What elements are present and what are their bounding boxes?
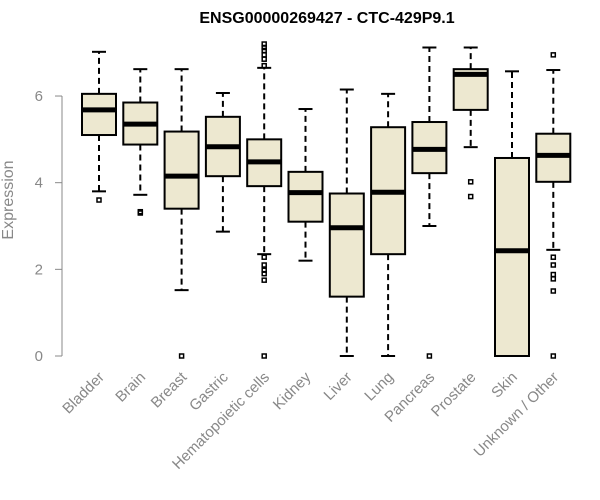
outlier-point: [261, 353, 267, 359]
box-brain: [122, 68, 159, 216]
iqr-box: [287, 170, 324, 223]
iqr-box: [494, 156, 530, 357]
outlier-point: [178, 353, 185, 359]
box-kidney: [287, 108, 324, 262]
box-hematopoietic-cells: [246, 41, 283, 359]
x-label-prostate: Prostate: [428, 369, 480, 421]
iqr-box: [163, 130, 200, 210]
box-breast: [163, 68, 200, 359]
outlier-point: [261, 277, 267, 283]
y-tick-label-4: 4: [35, 175, 43, 192]
x-label-lung: Lung: [361, 369, 397, 405]
x-label-bladder: Bladder: [59, 369, 108, 418]
x-label-breast: Breast: [148, 368, 191, 411]
iqr-box: [328, 192, 365, 298]
x-label-liver: Liver: [321, 369, 356, 404]
box-lung: [370, 92, 407, 357]
outlier-point: [550, 288, 557, 294]
box-liver: [328, 88, 365, 357]
outlier-point: [550, 254, 557, 260]
outlier-point: [261, 52, 267, 58]
y-axis-label: Expression: [0, 160, 17, 239]
iqr-box: [81, 92, 117, 137]
outlier-point: [426, 353, 433, 359]
outlier-point: [261, 56, 267, 62]
box-unknown-other: [535, 52, 572, 359]
box-prostate: [452, 46, 489, 200]
outlier-point: [550, 271, 557, 278]
outlier-point: [96, 197, 102, 203]
outlier-point: [467, 193, 474, 200]
x-label-brain: Brain: [112, 369, 149, 406]
y-tick-label-6: 6: [35, 88, 43, 105]
box-gastric: [204, 91, 241, 233]
box-skin: [494, 70, 530, 357]
outlier-point: [137, 208, 144, 215]
outlier-point: [550, 52, 557, 58]
y-axis-ticks: 0 2 4 6: [35, 88, 62, 365]
y-tick-label-0: 0: [35, 348, 43, 365]
outlier-point: [261, 254, 267, 260]
y-tick-label-2: 2: [35, 261, 43, 278]
box-bladder: [81, 50, 117, 203]
outlier-point: [550, 353, 557, 359]
chart-title: ENSG00000269427 - CTC-429P9.1: [199, 10, 454, 27]
x-label-kidney: Kidney: [270, 368, 315, 413]
outlier-point: [261, 41, 267, 47]
outlier-point: [550, 262, 557, 268]
outlier-point: [261, 47, 267, 54]
outlier-point: [467, 179, 474, 185]
box-pancreas: [411, 46, 448, 359]
outlier-point: [261, 262, 267, 268]
boxes-group: [81, 41, 572, 359]
outlier-point: [261, 267, 267, 273]
outlier-point: [261, 62, 267, 69]
outlier-point: [550, 276, 557, 282]
x-label-skin: Skin: [488, 369, 521, 402]
